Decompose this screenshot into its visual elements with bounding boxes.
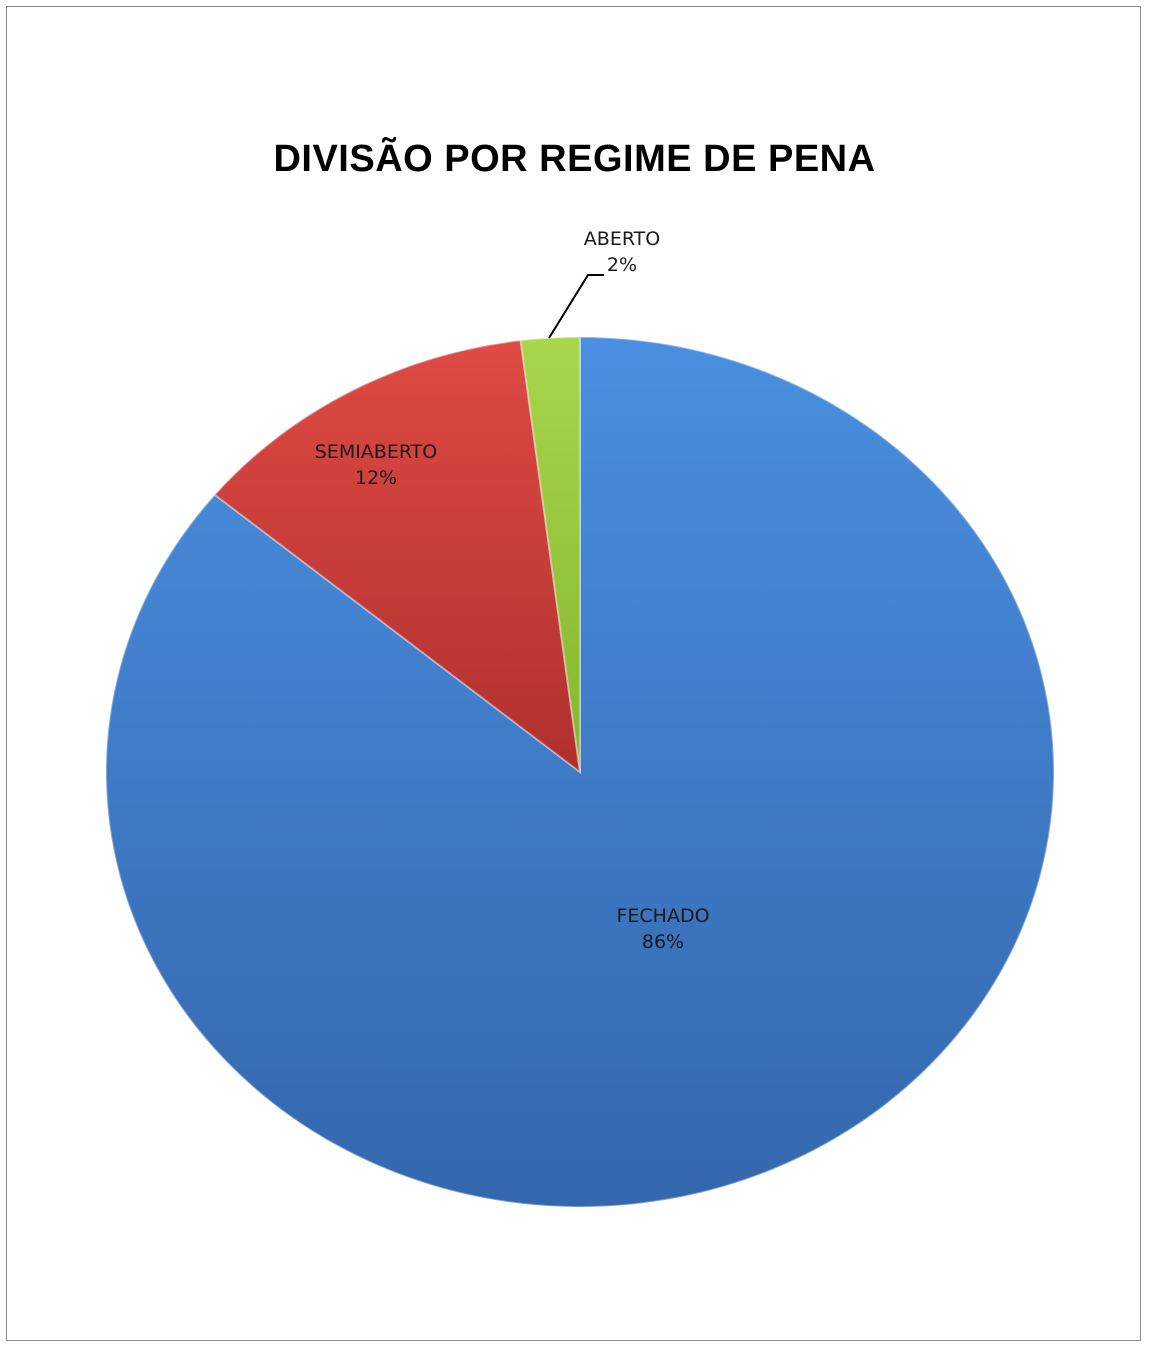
slice-label-fechado: FECHADO xyxy=(616,905,709,927)
slice-label-aberto: ABERTO xyxy=(584,228,660,250)
slice-value-label-fechado: 86% xyxy=(642,931,684,953)
pie-slice-fechado xyxy=(105,335,1055,1208)
chart-title: DIVISÃO POR REGIME DE PENA xyxy=(273,138,876,180)
slice-value-label-aberto: 2% xyxy=(607,254,637,276)
pie-slice-semiaberto xyxy=(213,339,582,775)
slice-label-semiaberto: SEMIABERTO xyxy=(315,441,437,463)
leader-line-aberto xyxy=(548,274,604,339)
slice-value-label-semiaberto: 12% xyxy=(355,467,397,489)
